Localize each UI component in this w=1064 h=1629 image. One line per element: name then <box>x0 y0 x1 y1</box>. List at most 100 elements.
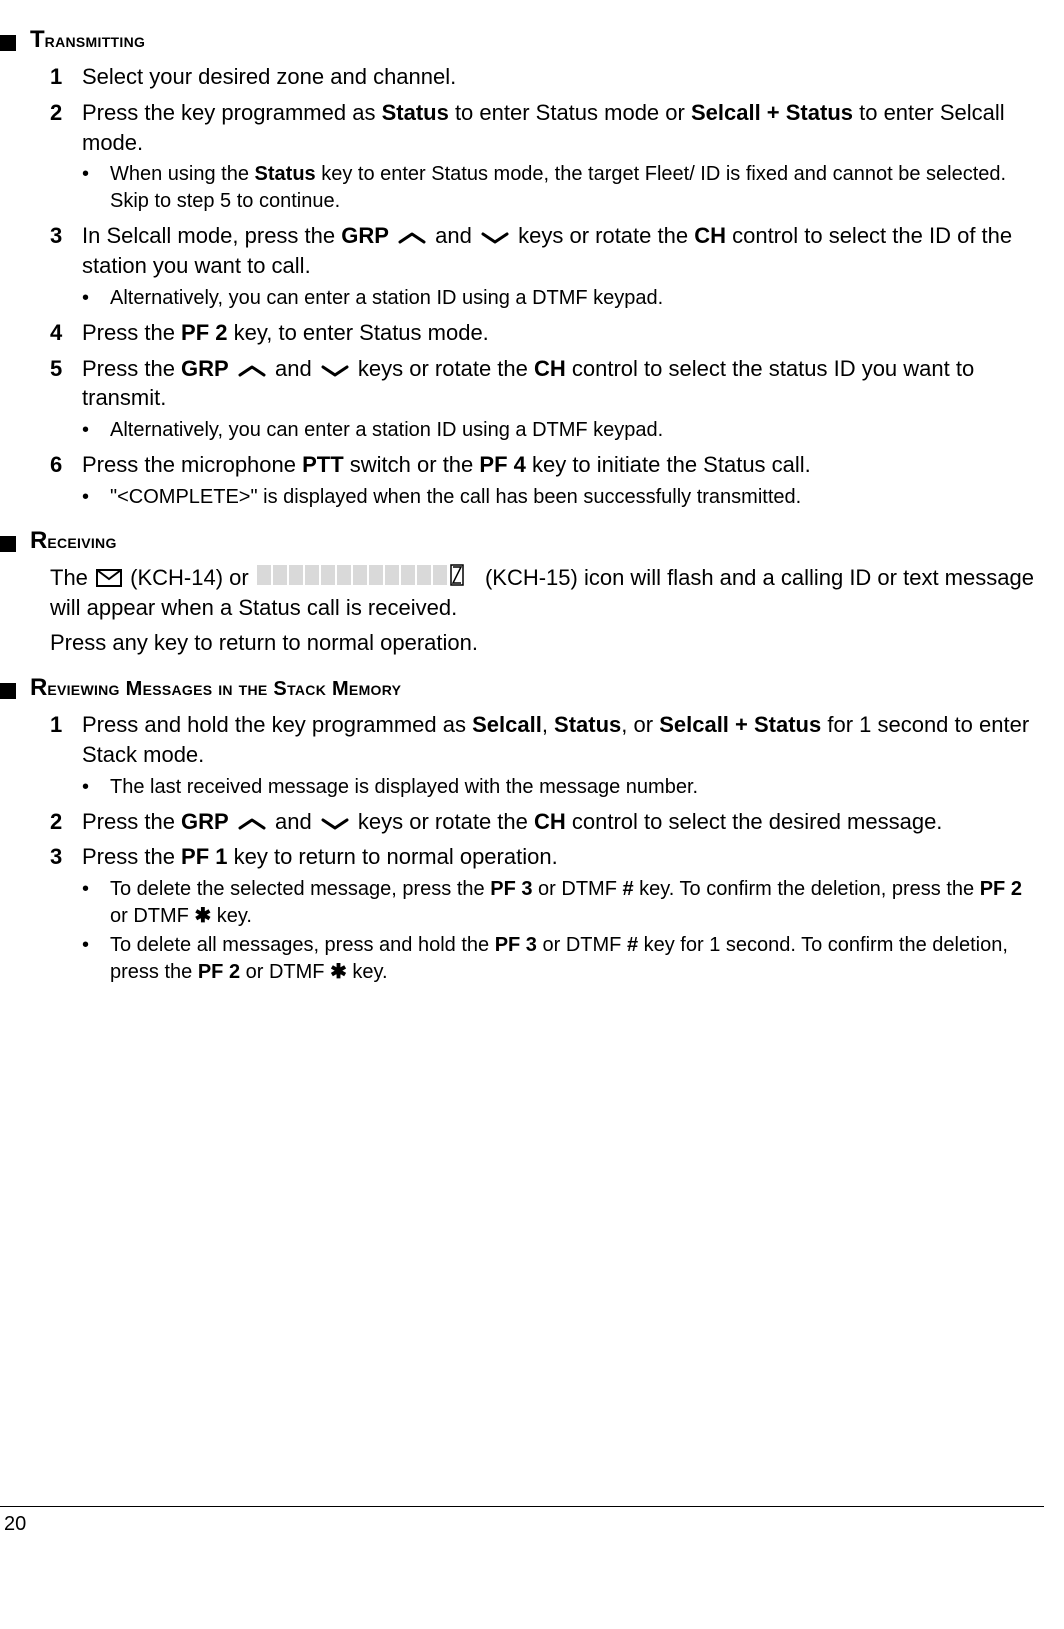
text: key. To confirm the deletion, press the <box>634 878 980 900</box>
text: Press the <box>82 844 181 869</box>
lcd-segment-icon <box>257 563 477 587</box>
text-bold: Selcall + Status <box>691 100 853 125</box>
heading-reviewing: Reviewing Messages in the Stack Memory <box>0 672 1044 704</box>
text: key. <box>211 905 252 927</box>
step: 1 Select your desired zone and channel. <box>50 62 1044 92</box>
text-bold: Status <box>554 712 621 737</box>
text: To delete the selected message, press th… <box>110 878 490 900</box>
text: Press the <box>82 356 181 381</box>
text: and <box>269 356 318 381</box>
text-bold: Status <box>382 100 449 125</box>
heading-lead: R <box>30 674 47 701</box>
text: keys or rotate the <box>512 223 694 248</box>
step-number: 2 <box>50 98 82 215</box>
heading-rest: eceiving <box>47 531 116 553</box>
text: and <box>429 223 478 248</box>
text: and <box>269 809 318 834</box>
paragraph: Press any key to return to normal operat… <box>50 628 1044 658</box>
step-body: Press and hold the key programmed as Sel… <box>82 710 1044 800</box>
text-bold: CH <box>694 223 726 248</box>
text-bold: PF 2 <box>181 320 227 345</box>
step: 4 Press the PF 2 key, to enter Status mo… <box>50 318 1044 348</box>
text: , <box>542 712 554 737</box>
text-bold: GRP <box>341 223 389 248</box>
step: 1 Press and hold the key programmed as S… <box>50 710 1044 800</box>
bullet-square-icon <box>0 536 16 552</box>
step: 2 Press the key programmed as Status to … <box>50 98 1044 215</box>
transmitting-steps: 1 Select your desired zone and channel. … <box>50 62 1044 510</box>
sub-item: •Alternatively, you can enter a station … <box>82 285 1044 312</box>
text: Press the <box>82 320 181 345</box>
step-body: In Selcall mode, press the GRP and keys … <box>82 221 1044 311</box>
sub-item: •To delete all messages, press and hold … <box>82 932 1044 986</box>
bullet-square-icon <box>0 683 16 699</box>
sub-item: •"<COMPLETE>" is displayed when the call… <box>82 484 1044 511</box>
text: , or <box>621 712 659 737</box>
text: The <box>50 565 94 590</box>
star-icon: ✱ <box>194 905 211 927</box>
text: Alternatively, you can enter a station I… <box>110 417 663 444</box>
text-bold: CH <box>534 809 566 834</box>
chevron-down-icon <box>320 364 350 378</box>
step-number: 3 <box>50 842 82 986</box>
text-bold: GRP <box>181 356 229 381</box>
bullet-dot-icon: • <box>82 932 110 986</box>
text: Press the key programmed as <box>82 100 382 125</box>
step-body: Press the PF 2 key, to enter Status mode… <box>82 318 1044 348</box>
heading-lead: R <box>30 527 47 554</box>
text: Press and hold the key programmed as <box>82 712 472 737</box>
step-number: 6 <box>50 450 82 511</box>
bullet-dot-icon: • <box>82 161 110 215</box>
sub-item: •The last received message is displayed … <box>82 774 1044 801</box>
text-bold: PF 4 <box>479 452 525 477</box>
step-number: 1 <box>50 710 82 800</box>
text: key. <box>347 961 388 983</box>
text: or DTMF <box>240 961 330 983</box>
step: 5 Press the GRP and keys or rotate the C… <box>50 354 1044 444</box>
text-bold: PF 2 <box>980 878 1022 900</box>
text-bold: # <box>627 934 638 956</box>
text: to enter Status mode or <box>449 100 691 125</box>
bullet-dot-icon: • <box>82 285 110 312</box>
text: key to initiate the Status call. <box>526 452 811 477</box>
step-body: Press the GRP and keys or rotate the CH … <box>82 354 1044 444</box>
star-icon: ✱ <box>330 961 347 983</box>
envelope-icon <box>96 569 122 587</box>
step: 2 Press the GRP and keys or rotate the C… <box>50 807 1044 837</box>
text: key to return to normal operation. <box>228 844 558 869</box>
sub-item: •Alternatively, you can enter a station … <box>82 417 1044 444</box>
step: 3 Press the PF 1 key to return to normal… <box>50 842 1044 986</box>
chevron-up-icon <box>237 817 267 831</box>
text-bold: PF 2 <box>198 961 240 983</box>
text-bold: PTT <box>302 452 344 477</box>
chevron-down-icon <box>320 817 350 831</box>
text: switch or the <box>344 452 480 477</box>
text: or DTMF <box>537 934 627 956</box>
step: 6 Press the microphone PTT switch or the… <box>50 450 1044 511</box>
text: or DTMF <box>110 905 194 927</box>
paragraph: The (KCH-14) or (KCH-15) icon will flash… <box>50 563 1044 622</box>
step-body: Press the microphone PTT switch or the P… <box>82 450 1044 511</box>
chevron-up-icon <box>237 364 267 378</box>
text: key, to enter Status mode. <box>228 320 489 345</box>
text: Select your desired zone and channel. <box>82 64 456 89</box>
text-bold: Selcall + Status <box>659 712 821 737</box>
text-bold: Status <box>255 163 316 185</box>
heading-rest: eviewing Messages in the Stack Memory <box>47 678 401 700</box>
text: Press the <box>82 809 181 834</box>
text: When using the <box>110 163 255 185</box>
chevron-down-icon <box>480 231 510 245</box>
step-number: 2 <box>50 807 82 837</box>
text: To delete all messages, press and hold t… <box>110 934 495 956</box>
text: "<COMPLETE>" is displayed when the call … <box>110 484 801 511</box>
step-number: 3 <box>50 221 82 311</box>
sub-item: •To delete the selected message, press t… <box>82 876 1044 930</box>
text-bold: GRP <box>181 809 229 834</box>
text: (KCH-14) or <box>124 565 255 590</box>
bullet-square-icon <box>0 35 16 51</box>
step-body: Press the key programmed as Status to en… <box>82 98 1044 215</box>
bullet-dot-icon: • <box>82 484 110 511</box>
page-number: 20 <box>4 1511 26 1538</box>
heading-receiving: Receiving <box>0 525 1044 557</box>
step-body: Press the PF 1 key to return to normal o… <box>82 842 1044 986</box>
